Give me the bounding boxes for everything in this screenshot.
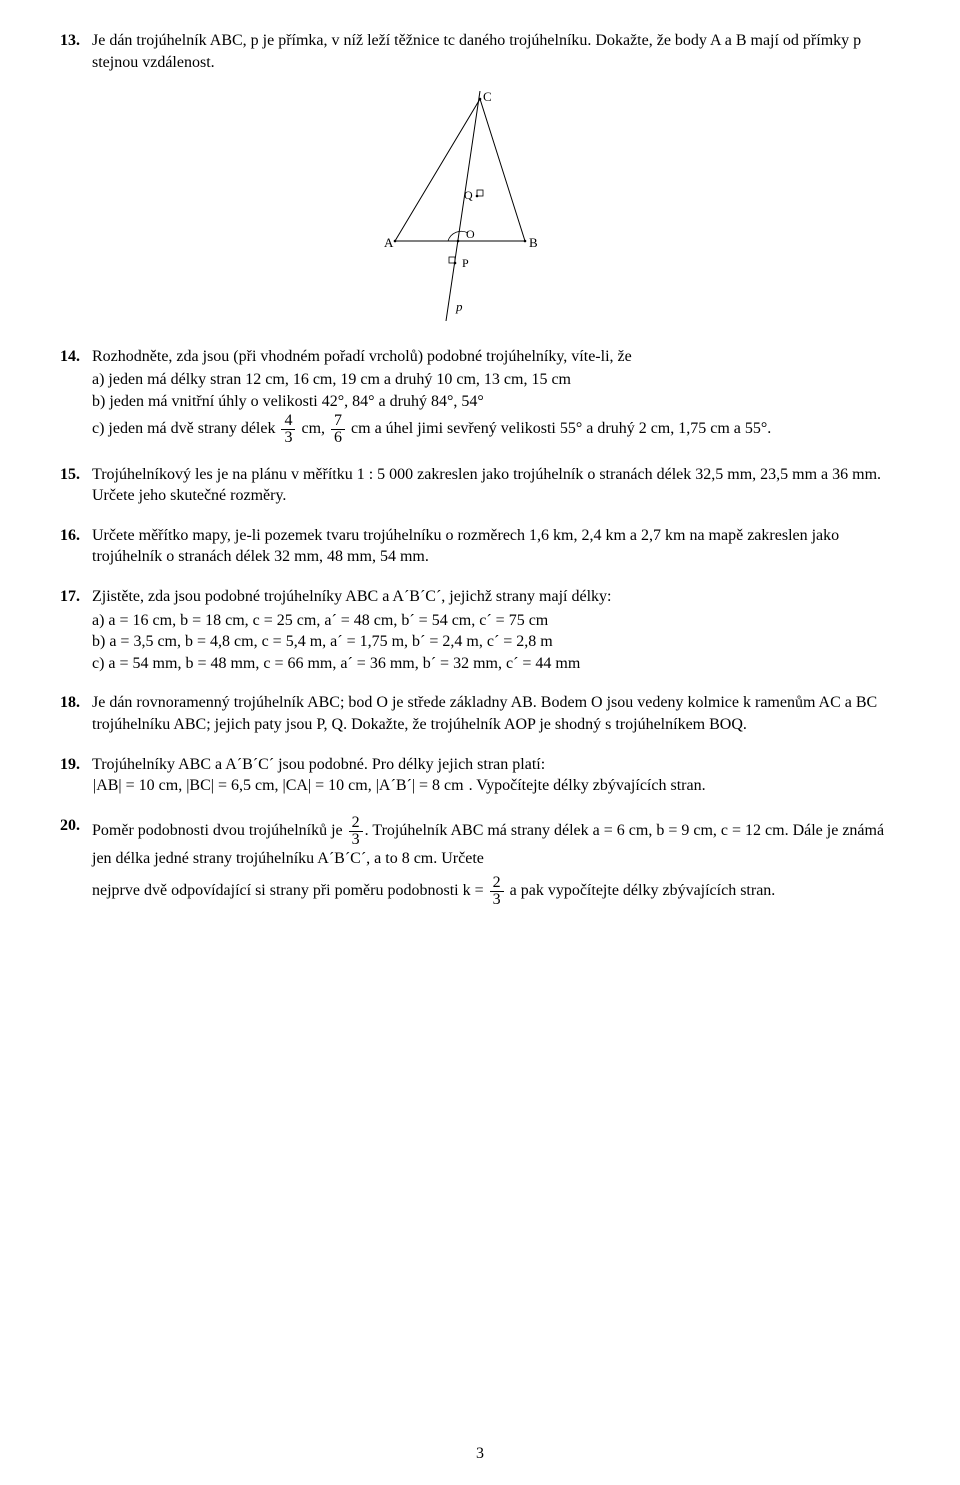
problem-tail: . Vypočítejte délky zbývajících stran.	[469, 777, 706, 794]
sub-item-text: c) jeden má dvě strany délek	[92, 420, 279, 437]
problem-14: 14. Rozhodněte, zda jsou (při vhodném po…	[60, 346, 900, 446]
problem-20: 20. Poměr podobnosti dvou trojúhelníků j…	[60, 815, 900, 909]
problem-number: 17.	[60, 586, 92, 674]
figure-container: C A B Q O P p	[60, 91, 900, 328]
problem-16: 16. Určete měřítko mapy, je-li pozemek t…	[60, 525, 900, 568]
sub-item: a) jeden má délky stran 12 cm, 16 cm, 19…	[92, 369, 900, 391]
fraction-top: 2	[490, 875, 504, 892]
problem-19: 19. Trojúhelníky ABC a A´B´C´ jsou podob…	[60, 754, 900, 797]
triangle-figure: C A B Q O P p	[370, 91, 590, 321]
problem-number: 16.	[60, 525, 92, 568]
fraction: 23	[490, 875, 504, 908]
problem-body: Je dán trojúhelník ABC, p je přímka, v n…	[92, 30, 900, 73]
equation-inline: |AB| = 10 cm, |BC| = 6,5 cm, |CA| = 10 c…	[92, 777, 469, 794]
problem-body: Trojúhelníky ABC a A´B´C´ jsou podobné. …	[92, 754, 900, 797]
problem-text: Určete měřítko mapy, je-li pozemek tvaru…	[92, 527, 839, 566]
label-p: p	[455, 299, 463, 314]
problem-body: Určete měřítko mapy, je-li pozemek tvaru…	[92, 525, 900, 568]
problem-body: Zjistěte, zda jsou podobné trojúhelníky …	[92, 586, 900, 674]
problem-text: nejprve dvě odpovídající si strany při p…	[92, 882, 488, 899]
problem-text: Je dán trojúhelník ABC, p je přímka, v n…	[92, 32, 861, 71]
label-P: P	[462, 256, 469, 270]
problem-text: a pak vypočítejte délky zbývajících stra…	[506, 882, 776, 899]
problem-number: 14.	[60, 346, 92, 446]
page: 13. Je dán trojúhelník ABC, p je přímka,…	[0, 0, 960, 1485]
problem-15: 15. Trojúhelníkový les je na plánu v měř…	[60, 464, 900, 507]
page-number: 3	[0, 1443, 960, 1465]
problem-number: 13.	[60, 30, 92, 73]
problem-body: Trojúhelníkový les je na plánu v měřítku…	[92, 464, 900, 507]
problem-text: Poměr podobnosti dvou trojúhelníků je	[92, 822, 347, 839]
problem-text: Trojúhelníky ABC a A´B´C´ jsou podobné. …	[92, 756, 545, 773]
fraction-top: 7	[331, 413, 345, 430]
sub-item: b) jeden má vnitřní úhly o velikosti 42°…	[92, 391, 900, 413]
sub-item: b) a = 3,5 cm, b = 4,8 cm, c = 5,4 m, a´…	[92, 631, 900, 653]
fraction-top: 2	[349, 815, 363, 832]
problem-text: Zjistěte, zda jsou podobné trojúhelníky …	[92, 588, 611, 605]
sub-item: c) a = 54 mm, b = 48 mm, c = 66 mm, a´ =…	[92, 653, 900, 675]
problem-number: 19.	[60, 754, 92, 797]
fraction: 23	[349, 815, 363, 848]
label-A: A	[384, 235, 394, 250]
sub-list: a) a = 16 cm, b = 18 cm, c = 25 cm, a´ =…	[92, 610, 900, 675]
fraction: 43	[281, 413, 295, 446]
problem-number: 18.	[60, 692, 92, 735]
problem-text: Je dán rovnoramenný trojúhelník ABC; bod…	[92, 694, 877, 733]
sub-item: a) a = 16 cm, b = 18 cm, c = 25 cm, a´ =…	[92, 610, 900, 632]
fraction-top: 4	[281, 413, 295, 430]
problem-17: 17. Zjistěte, zda jsou podobné trojúheln…	[60, 586, 900, 674]
label-B: B	[529, 235, 538, 250]
problem-text: Rozhodněte, zda jsou (při vhodném pořadí…	[92, 348, 632, 365]
equation-text: |AB| = 10 cm, |BC| = 6,5 cm, |CA| = 10 c…	[92, 777, 465, 794]
sub-item: c) jeden má dvě strany délek 43 cm, 76 c…	[92, 413, 900, 446]
problem-18: 18. Je dán rovnoramenný trojúhelník ABC;…	[60, 692, 900, 735]
label-O: O	[466, 227, 475, 241]
problem-body: Poměr podobnosti dvou trojúhelníků je 23…	[92, 815, 900, 909]
problem-body: Je dán rovnoramenný trojúhelník ABC; bod…	[92, 692, 900, 735]
problem-13: 13. Je dán trojúhelník ABC, p je přímka,…	[60, 30, 900, 73]
sub-item-text: cm,	[297, 420, 329, 437]
fraction: 76	[331, 413, 345, 446]
problem-number: 15.	[60, 464, 92, 507]
fraction-bot: 3	[349, 832, 363, 848]
label-Q: Q	[464, 188, 473, 202]
problem-text: Trojúhelníkový les je na plánu v měřítku…	[92, 466, 881, 505]
problems-list: 13. Je dán trojúhelník ABC, p je přímka,…	[60, 30, 900, 908]
fraction-bot: 6	[331, 430, 345, 446]
problem-body: Rozhodněte, zda jsou (při vhodném pořadí…	[92, 346, 900, 446]
sub-list: a) jeden má délky stran 12 cm, 16 cm, 19…	[92, 369, 900, 445]
sub-item-text: cm a úhel jimi sevřený velikosti 55° a d…	[347, 420, 771, 437]
fraction-bot: 3	[281, 430, 295, 446]
fraction-bot: 3	[490, 892, 504, 908]
label-C: C	[483, 91, 492, 104]
problem-number: 20.	[60, 815, 92, 909]
